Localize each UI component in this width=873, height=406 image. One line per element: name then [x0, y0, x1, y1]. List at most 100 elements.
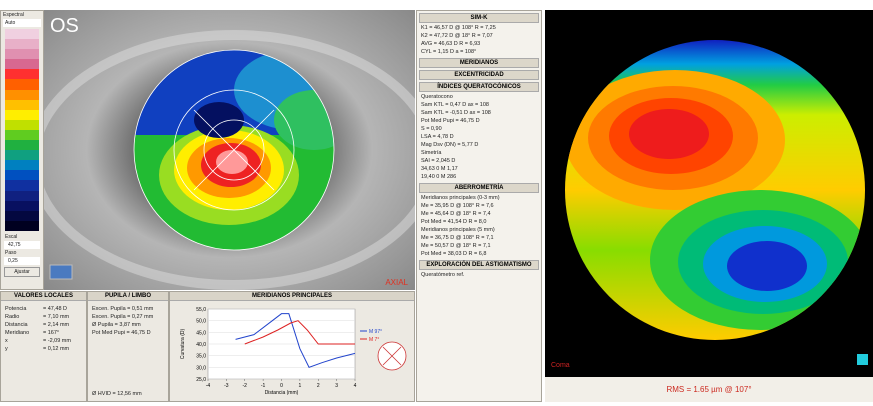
scale-cell [5, 90, 39, 100]
scale-cell [5, 100, 39, 110]
value-row: Meridiano= 167° [1, 329, 86, 337]
hvid: Ø HVID = 12,56 mm [88, 390, 142, 398]
value-row: Ø Pupila = 3,87 mm [88, 321, 168, 329]
x-tick-label: 1 [298, 383, 301, 389]
value-label: Distancia [5, 321, 43, 329]
y-tick-label: 45,0 [196, 330, 206, 336]
section-header: ÍNDICES QUERATOCÓNICOS [419, 82, 539, 92]
value-row: Distancia= 2,14 mm [1, 321, 86, 329]
y-tick-label: 40,0 [196, 342, 206, 348]
value-label: x [5, 337, 43, 345]
eye-map: OS AXIAL [44, 10, 415, 290]
section-header: EXCENTRICIDAD [419, 70, 539, 80]
summary-row: AVG = 46,63 D R = 6,93 [417, 40, 541, 48]
thumbnail-button[interactable] [50, 265, 72, 279]
value-label: Meridiano [5, 329, 43, 337]
x-tick-label: 0 [280, 383, 283, 389]
value-label: Radio [5, 313, 43, 321]
scale-cell [5, 29, 39, 39]
summary-row: Simetría [417, 149, 541, 157]
y-tick-label: 35,0 [196, 354, 206, 360]
summary-row: Queratocono [417, 93, 541, 101]
panel-title: PUPILA / LIMBO [88, 292, 168, 301]
y-axis-label: Curvatura (D) [180, 329, 186, 360]
x-tick-label: 3 [335, 383, 338, 389]
adjust-button[interactable]: Ajustar [4, 267, 40, 277]
pupil-limbus-values: Excen. Pupila = 0,51 mmExcen. Pupila = 0… [88, 301, 168, 337]
summary-row: Meridianos principales (0-3 mm) [417, 194, 541, 202]
scale-cell [5, 221, 39, 231]
summary-row: Queratómetro ref. [417, 271, 541, 279]
x-tick-label: 2 [317, 383, 320, 389]
x-tick-label: 4 [354, 383, 357, 389]
summary-row: CYL = 1,15 D a = 108° [417, 48, 541, 56]
y-tick-label: 50,0 [196, 319, 206, 325]
scale-header: Espectral [1, 11, 43, 19]
paso-value[interactable]: 0,25 [4, 257, 40, 265]
scale-mode[interactable]: Auto [3, 19, 41, 27]
scale-cell [5, 69, 39, 79]
summary-row: Mag Dsv (DN) = 5,77 D [417, 141, 541, 149]
escala-value[interactable]: 42,75 [4, 241, 40, 249]
summary-row: Sam KTL = 0,47 D ax = 108 [417, 101, 541, 109]
value-row: Potencia= 47,48 D [1, 305, 86, 313]
y-tick-label: 30,0 [196, 365, 206, 371]
legend-entry: M 97° [369, 329, 382, 335]
summary-row: K2 = 47,72 D @ 18° R = 7,07 [417, 32, 541, 40]
local-values-panel: VALORES LOCALES Potencia= 47,48 DRadio= … [0, 291, 87, 402]
value-row: Radio= 7,10 mm [1, 313, 86, 321]
scale-cell [5, 59, 39, 69]
page: Espectral Auto Escal 42,75 Paso 0,25 Aju… [0, 0, 873, 402]
x-tick-label: -3 [224, 383, 229, 389]
summary-row: Me = 36,75 D @ 108° R = 7,1 [417, 234, 541, 242]
value-row: Excen. Pupila = 0,51 mm [88, 305, 168, 313]
summary-row: Pot Med = 38,03 D R = 6,8 [417, 250, 541, 258]
scale-cell [5, 39, 39, 49]
summary-row: Pot Med Pupi = 46,75 D [417, 117, 541, 125]
x-tick-label: -2 [243, 383, 248, 389]
term-label: Coma [551, 362, 570, 369]
section-header: SIM-K [419, 13, 539, 23]
scale-cell [5, 49, 39, 59]
scale-cell [5, 120, 39, 130]
eye-label: OS [50, 15, 79, 37]
scale-cell [5, 110, 39, 120]
value-label: Potencia [5, 305, 43, 313]
color-scale [5, 29, 39, 231]
section-header: ABERROMETRÍA [419, 183, 539, 193]
color-scale-panel: Espectral Auto Escal 42,75 Paso 0,25 Aju… [0, 10, 44, 290]
section-header: MERIDIANOS [419, 58, 539, 68]
value: = 47,48 D [43, 305, 67, 313]
x-axis-label: Distancia (mm) [265, 390, 299, 396]
scale-cell [5, 180, 39, 190]
scale-cell [5, 191, 39, 201]
section-header: EXPLORACIÓN DEL ASTIGMATISMO [419, 260, 539, 270]
value: = 167° [43, 329, 59, 337]
summary-row: Me = 35,95 D @ 108° R = 7,6 [417, 202, 541, 210]
summary-row: Meridianos principales (5 mm) [417, 226, 541, 234]
paso-label: Paso [1, 249, 43, 257]
summary-row: Me = 50,57 D @ 18° R = 7,1 [417, 242, 541, 250]
summary-row: Pot Med = 41,54 D R = 8,0 [417, 218, 541, 226]
scale-cell [5, 79, 39, 89]
scale-cell [5, 211, 39, 221]
summary-row: S = 0,90 [417, 125, 541, 133]
summary-row: 19,40 0 M 286 [417, 173, 541, 181]
value: = 0,12 mm [43, 345, 69, 353]
value: = 2,14 mm [43, 321, 69, 329]
value-row: y= 0,12 mm [1, 345, 86, 353]
panel-title: MERIDIANOS PRINCIPALES [170, 292, 414, 301]
wavefront-map: Coma [545, 10, 873, 377]
color-marker [857, 354, 868, 365]
scale-cell [5, 130, 39, 140]
legend-entry: M 7° [369, 337, 379, 343]
summary-row: Me = 45,64 D @ 18° R = 7,4 [417, 210, 541, 218]
scale-cell [5, 160, 39, 170]
value-row: Pot Med Pupi = 46,75 D [88, 329, 168, 337]
summary-row: 34,63 0 M 1,17 [417, 165, 541, 173]
summary-row: Sam KTL = -0,51 D ax = 108 [417, 109, 541, 117]
